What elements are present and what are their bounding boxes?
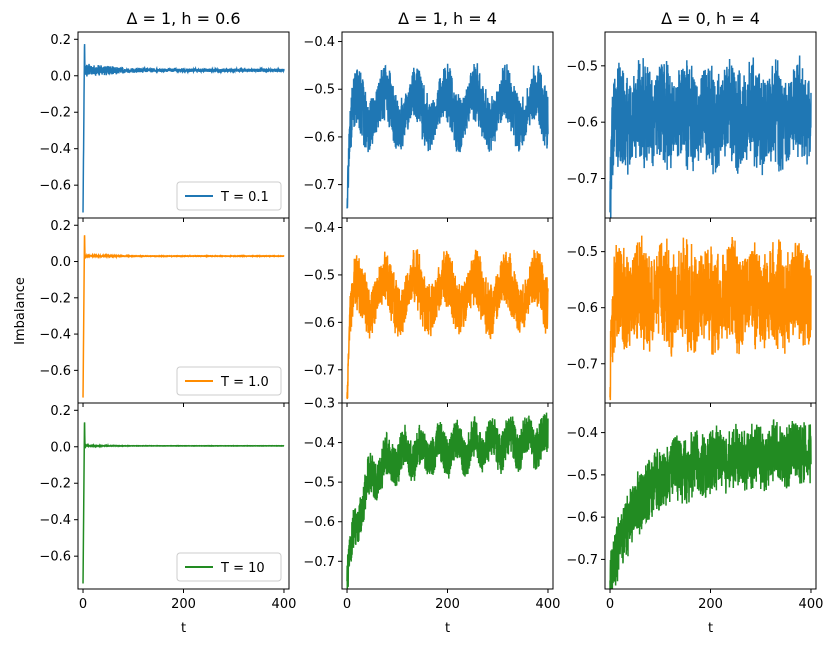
- y-tick-label: −0.2: [39, 106, 71, 121]
- legend-r2: T = 10: [176, 552, 282, 582]
- y-tick-label: 0.2: [50, 219, 71, 234]
- y-tick-label: −0.6: [39, 550, 71, 565]
- y-tick-label: −0.2: [39, 291, 71, 306]
- y-tick-label: −0.5: [303, 83, 335, 98]
- panel-r0-c1: −0.4 −0.5 −0.6 −0.7 Δ = 1, h = 4: [303, 9, 554, 222]
- y-tick-label: 0.2: [50, 33, 71, 48]
- x-tick-label: 0: [343, 597, 351, 612]
- panel-r1-c0: 0.2 0.0 −0.2 −0.4 −0.6 T = 1.0: [39, 217, 290, 407]
- y-tick-label: 0.2: [50, 404, 71, 419]
- y-tick-label: −0.4: [566, 426, 598, 441]
- x-tick-label: 0: [79, 597, 87, 612]
- y-tick-label: −0.7: [566, 172, 598, 187]
- x-tick-label: 400: [272, 597, 297, 612]
- series-line-r2-c0: [82, 422, 285, 584]
- y-axis-label: Imbalance: [13, 277, 28, 345]
- x-axis-label: t: [445, 621, 450, 636]
- x-tick-label: 400: [536, 597, 561, 612]
- column-title: Δ = 1, h = 0.6: [126, 9, 240, 28]
- y-tick-label: −0.3: [303, 397, 335, 412]
- y-tick-label: −0.4: [39, 328, 71, 343]
- y-tick-label: −0.7: [303, 178, 335, 193]
- legend-box: [176, 552, 282, 582]
- panel-r2-c0: 0.2 0.0 −0.2 −0.4 −0.6 0 200 400 t T = 10: [39, 402, 297, 636]
- y-tick-label: −0.5: [303, 268, 335, 283]
- legend-r1: T = 1.0: [176, 366, 282, 396]
- y-tick-label: 0.0: [50, 440, 71, 455]
- legend-label: T = 0.1: [220, 190, 269, 205]
- y-tick-label: −0.5: [566, 59, 598, 74]
- y-tick-label: −0.7: [303, 363, 335, 378]
- y-tick-label: −0.5: [303, 476, 335, 491]
- series-line-r1-c0: [82, 235, 285, 398]
- panel-r2-c1: −0.3 −0.4 −0.5 −0.6 −0.7 0 200 400 t: [303, 397, 560, 637]
- y-tick-label: −0.7: [566, 357, 598, 372]
- panel-r0-c0: 0.2 0.0 −0.2 −0.4 −0.6 Δ = 1, h = 0.6 T = 0.1: [39, 9, 290, 222]
- legend-label: T = 1.0: [220, 375, 269, 390]
- y-tick-label: −0.7: [566, 553, 598, 568]
- y-tick-label: −0.4: [303, 221, 335, 236]
- panel-r2-c2: −0.4 −0.5 −0.6 −0.7 0 200 400 t: [566, 402, 824, 636]
- y-tick-label: −0.6: [566, 301, 598, 316]
- series-line-r0-c2: [609, 55, 812, 218]
- panel-r1-c2: −0.5 −0.6 −0.7: [566, 217, 817, 407]
- y-tick-label: −0.2: [39, 477, 71, 492]
- y-tick-label: −0.5: [566, 245, 598, 260]
- y-tick-label: −0.6: [566, 511, 598, 526]
- x-axis-label: t: [181, 621, 186, 636]
- series-line-r1-c2: [609, 235, 812, 401]
- column-title: Δ = 0, h = 4: [661, 9, 760, 28]
- legend-box: [176, 181, 282, 211]
- y-tick-label: −0.5: [566, 468, 598, 483]
- series-line-r2-c1: [346, 412, 549, 589]
- series-line-r0-c1: [346, 63, 549, 209]
- y-tick-label: 0.0: [50, 255, 71, 270]
- series-line-r1-c1: [346, 249, 549, 400]
- column-title: Δ = 1, h = 4: [398, 9, 497, 28]
- y-tick-label: −0.4: [39, 142, 71, 157]
- x-tick-label: 200: [698, 597, 723, 612]
- y-tick-label: −0.6: [39, 364, 71, 379]
- x-tick-label: 400: [799, 597, 824, 612]
- y-tick-label: −0.6: [566, 116, 598, 131]
- y-tick-label: 0.0: [50, 69, 71, 84]
- legend-box: [176, 366, 282, 396]
- series-line-r0-c0: [82, 44, 285, 213]
- y-tick-label: −0.4: [303, 35, 335, 50]
- y-tick-label: −0.6: [303, 130, 335, 145]
- panel-r0-c2: −0.5 −0.6 −0.7 Δ = 0, h = 4: [566, 9, 817, 222]
- series-line-r2-c2: [609, 419, 812, 589]
- x-axis-label: t: [708, 621, 713, 636]
- y-tick-label: −0.6: [303, 515, 335, 530]
- y-tick-label: −0.7: [303, 555, 335, 570]
- y-tick-label: −0.6: [39, 179, 71, 194]
- legend-r0: T = 0.1: [176, 181, 282, 211]
- x-tick-label: 0: [606, 597, 614, 612]
- y-tick-label: −0.4: [303, 436, 335, 451]
- x-tick-label: 200: [171, 597, 196, 612]
- y-tick-label: −0.4: [39, 513, 71, 528]
- y-tick-label: −0.6: [303, 316, 335, 331]
- x-tick-label: 200: [435, 597, 460, 612]
- panel-r1-c1: −0.4 −0.5 −0.6 −0.7: [303, 217, 554, 407]
- legend-label: T = 10: [220, 561, 265, 576]
